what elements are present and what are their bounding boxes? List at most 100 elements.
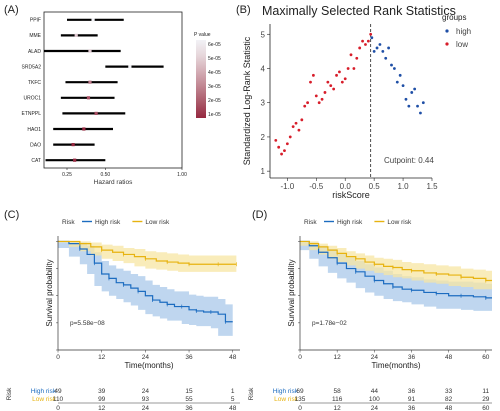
data-point-high (378, 43, 382, 46)
risk-table-tick-label: 48 (445, 405, 453, 411)
risk-table-count: 99 (98, 396, 106, 403)
data-point-low (303, 104, 307, 108)
data-point-low (280, 152, 283, 156)
panel-label-c: (C) (4, 209, 19, 221)
risk-table-count: 11 (482, 388, 489, 395)
risk-table-count: 49 (54, 388, 62, 395)
risk-table-row-label: Low risk (274, 396, 299, 403)
data-point-low (288, 135, 292, 139)
data-point-low (361, 39, 364, 43)
risk-table-tick-label: 24 (371, 405, 379, 411)
p-value: p=1.78e−02 (312, 320, 347, 327)
legend-marker (445, 42, 449, 46)
legend-title: Risk (304, 219, 317, 226)
data-point-low (285, 142, 289, 146)
data-point-high (416, 104, 419, 108)
hr-point (71, 143, 75, 147)
x-tick-label: 0.0 (340, 182, 352, 191)
data-point-low (355, 56, 359, 60)
data-point-low (274, 138, 278, 142)
risk-table-row-label: High risk (273, 388, 299, 395)
risk-table-tick-label: 12 (334, 405, 342, 411)
x-axis-title: Time(months) (371, 361, 420, 370)
data-point-high (395, 80, 399, 84)
y-axis-title: Survival probability (45, 259, 54, 326)
legend-label: 4e-05 (208, 70, 221, 76)
risk-table-title: Risk (248, 387, 255, 400)
data-point-low (352, 67, 356, 70)
gene-label: PPIF (30, 18, 41, 24)
data-point-low (277, 145, 281, 149)
data-point-low (369, 32, 373, 36)
x-tick-label: 1.5 (426, 182, 438, 191)
legend-label: 2e-05 (208, 98, 221, 104)
data-point-low (326, 80, 330, 84)
hr-point (82, 127, 86, 131)
data-point-low (364, 43, 367, 46)
gene-label: UROC1 (23, 96, 41, 102)
risk-table-count: 110 (53, 396, 64, 403)
risk-table-count: 36 (408, 388, 416, 395)
risk-table-row-label: Low risk (32, 396, 57, 403)
legend-title: groups (442, 13, 466, 22)
legend-title: Risk (62, 219, 75, 226)
plot-frame (43, 11, 183, 169)
gene-label: HAO1 (27, 127, 41, 133)
data-point-low (283, 149, 286, 153)
x-tick-label: 0.5 (369, 182, 381, 191)
legend-label: 5e-05 (208, 56, 221, 62)
risk-table-tick-label: 48 (229, 405, 237, 411)
data-point-low (335, 73, 338, 77)
data-point-low (297, 128, 301, 132)
risk-table-tick-label: 12 (98, 405, 106, 411)
risk-table-count: 5 (231, 396, 235, 403)
p-value: p=5.58e−08 (70, 320, 105, 327)
survival-curve (58, 240, 233, 323)
hr-point (73, 158, 77, 162)
gene-label: CAT (31, 158, 41, 164)
risk-table-count: 15 (185, 388, 193, 395)
y-tick-label: 4 (261, 64, 266, 73)
risk-table-count: 1 (231, 388, 235, 395)
y-tick-label: 2 (261, 133, 266, 142)
risk-table-count: 82 (445, 396, 453, 403)
legend-label: high (456, 27, 471, 36)
x-tick-label: 1.0 (398, 182, 410, 191)
gene-label: ALAD (28, 49, 41, 55)
hr-point (74, 33, 78, 37)
risk-table-count: 93 (142, 396, 150, 403)
x-tick-label: 24 (371, 354, 379, 361)
data-point-low (314, 94, 318, 98)
y-tick-label: 3 (261, 99, 266, 108)
risk-table-count: 24 (142, 388, 150, 395)
data-point-high (384, 56, 388, 60)
gene-label: MME (29, 33, 41, 39)
data-point-high (419, 111, 422, 115)
gene-label: DAO (30, 142, 41, 148)
risk-table-count: 116 (332, 396, 343, 403)
gene-label: ETNPPL (22, 111, 42, 117)
data-point-high (413, 87, 417, 91)
chart-title: Maximally Selected Rank Statistics (262, 4, 456, 18)
x-tick-label: 36 (408, 354, 416, 361)
legend-marker (445, 29, 449, 33)
data-point-high (421, 101, 425, 105)
hr-point (88, 80, 92, 84)
hr-point (128, 65, 132, 69)
risk-table-title: Risk (6, 387, 13, 400)
data-point-high (390, 63, 393, 67)
y-tick-label: 1 (261, 167, 266, 176)
legend-label: 6e-05 (208, 42, 221, 48)
data-point-high (401, 84, 405, 87)
x-tick-label: 48 (445, 354, 453, 361)
legend-label: High risk (337, 219, 363, 226)
risk-table-tick-label: 24 (142, 405, 150, 411)
survival-curve (300, 240, 492, 299)
x-tick-label: 36 (185, 354, 193, 361)
data-point-low (343, 77, 347, 81)
panel-label-b: (B) (236, 4, 251, 16)
risk-table-count: 58 (334, 388, 342, 395)
data-point-low (311, 73, 315, 77)
